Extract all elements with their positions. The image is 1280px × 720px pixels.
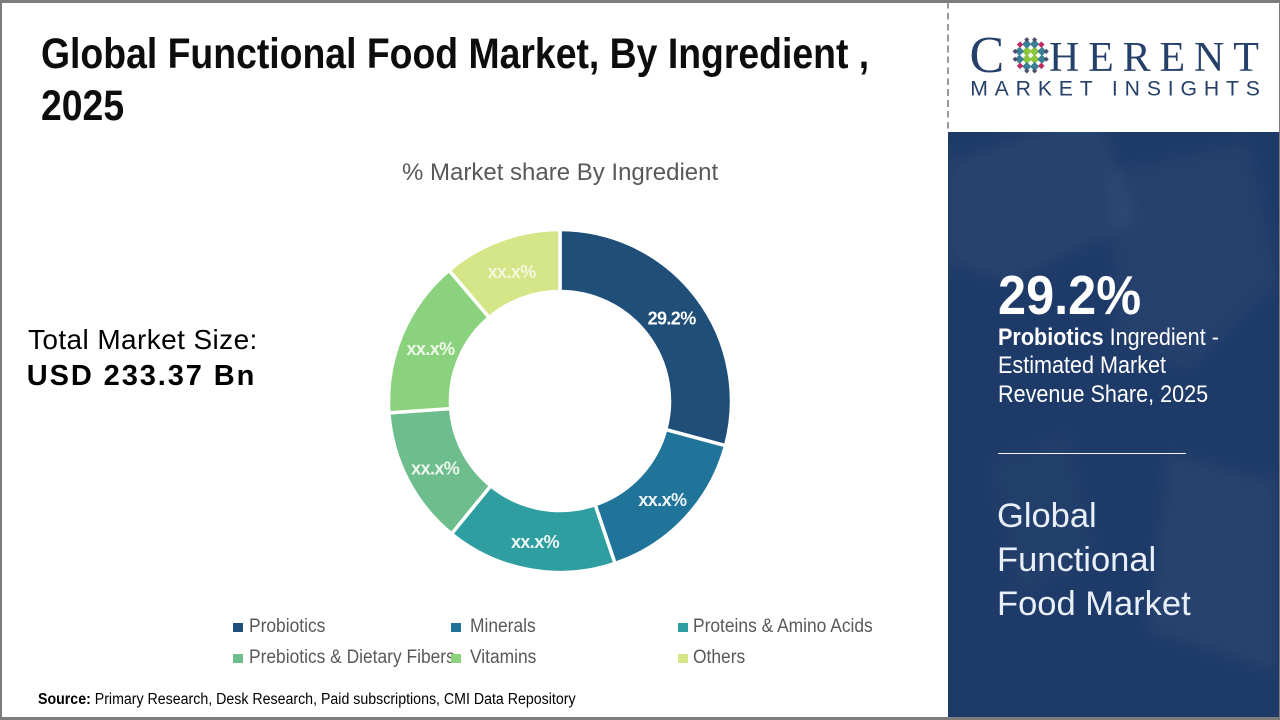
svg-text:HERENT: HERENT (1049, 34, 1268, 80)
svg-text:MARKET INSIGHTS: MARKET INSIGHTS (970, 77, 1267, 100)
svg-text:xx.x%: xx.x% (488, 262, 537, 282)
svg-text:29.2%: 29.2% (648, 308, 697, 328)
svg-text:xx.x%: xx.x% (411, 458, 460, 478)
svg-text:C: C (970, 27, 1005, 84)
svg-text:xx.x%: xx.x% (511, 532, 560, 552)
svg-text:xx.x%: xx.x% (638, 490, 687, 510)
svg-text:xx.x%: xx.x% (406, 339, 455, 359)
